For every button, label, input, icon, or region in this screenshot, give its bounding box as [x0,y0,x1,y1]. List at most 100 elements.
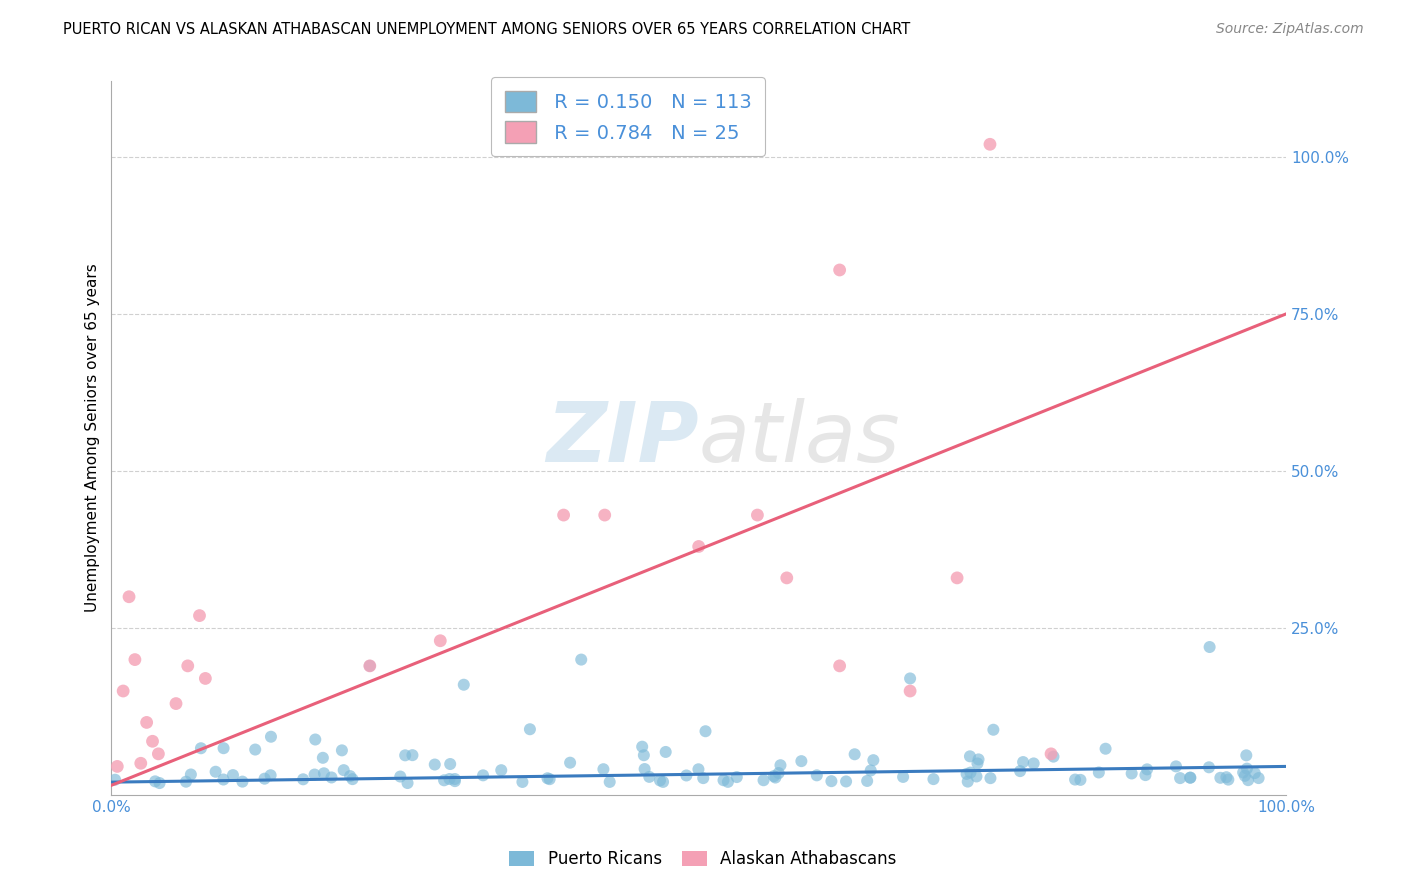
Point [633,762,655,776]
Point [1243,766,1265,780]
Point [433,773,456,788]
Point [717,775,740,789]
Point [1180,771,1202,785]
Point [1010,764,1032,778]
Point [359,658,381,673]
Point [631,739,654,754]
Point [253,772,276,786]
Point [135,715,157,730]
Point [148,776,170,790]
Point [965,769,987,783]
Point [129,756,152,771]
Point [558,756,581,770]
Point [835,774,858,789]
Point [190,741,212,756]
Point [321,771,343,785]
Point [856,774,879,789]
Point [1121,766,1143,780]
Point [444,774,467,789]
Text: ZIP: ZIP [546,398,699,479]
Point [339,769,361,783]
Point [652,775,675,789]
Point [124,652,146,666]
Point [979,771,1001,785]
Point [312,751,335,765]
Point [1164,759,1187,773]
Point [212,772,235,787]
Point [898,672,921,686]
Point [194,672,217,686]
Point [1237,773,1260,788]
Point [423,757,446,772]
Point [231,774,253,789]
Point [569,652,592,666]
Point [538,772,561,786]
Point [112,684,135,698]
Point [922,772,945,786]
Point [725,770,748,784]
Point [1136,763,1159,777]
Point [439,772,461,786]
Point [1247,771,1270,785]
Point [453,678,475,692]
Point [956,774,979,789]
Point [1040,747,1063,761]
Point [1218,772,1240,787]
Point [959,749,981,764]
Point [967,752,990,766]
Point [1198,640,1220,654]
Point [330,743,353,757]
Point [143,774,166,789]
Point [859,764,882,778]
Point [1012,755,1035,769]
Point [599,775,621,789]
Point [768,766,790,780]
Point [695,724,717,739]
Point [966,756,988,771]
Legend:  R = 0.150   N = 113,  R = 0.784   N = 25: R = 0.150 N = 113, R = 0.784 N = 25 [491,77,765,156]
Point [1198,760,1220,774]
Point [955,767,977,781]
Point [688,762,710,776]
Point [553,508,575,522]
Point [491,763,513,777]
Point [692,771,714,785]
Point [312,766,335,780]
Point [790,754,813,768]
Point [389,770,412,784]
Point [828,263,851,277]
Point [512,775,534,789]
Point [204,764,226,779]
Point [638,770,661,784]
Point [1135,768,1157,782]
Point [1233,769,1256,783]
Point [1234,748,1257,763]
Point [713,773,735,788]
Point [118,590,141,604]
Point [592,762,614,776]
Point [104,772,127,787]
Point [222,768,245,782]
Point [177,658,200,673]
Point [648,773,671,788]
Point [188,608,211,623]
Point [212,741,235,756]
Point [979,137,1001,152]
Point [828,658,851,673]
Point [332,763,354,777]
Point [763,771,786,785]
Point [1042,749,1064,764]
Point [675,768,697,782]
Point [174,774,197,789]
Y-axis label: Unemployment Among Seniors over 65 years: Unemployment Among Seniors over 65 years [86,264,100,613]
Point [1209,771,1232,785]
Point [747,508,769,522]
Point [1022,756,1045,771]
Text: PUERTO RICAN VS ALASKAN ATHABASCAN UNEMPLOYMENT AMONG SENIORS OVER 65 YEARS CORR: PUERTO RICAN VS ALASKAN ATHABASCAN UNEMP… [63,22,911,37]
Point [844,747,866,762]
Point [806,768,828,782]
Point [776,571,799,585]
Point [396,776,419,790]
Point [1236,762,1258,776]
Point [898,684,921,698]
